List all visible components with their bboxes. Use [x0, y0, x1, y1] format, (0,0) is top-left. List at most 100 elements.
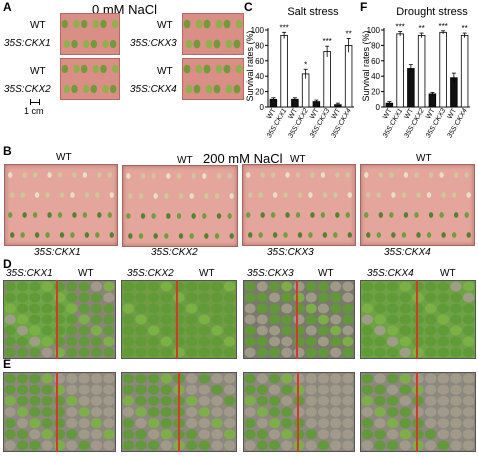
- plant: [185, 325, 198, 336]
- plant: [66, 292, 78, 303]
- plant: [317, 314, 329, 325]
- plant: [269, 395, 281, 406]
- plant: [185, 303, 198, 314]
- plant: [244, 347, 256, 358]
- plant: [317, 347, 329, 358]
- plant: [16, 347, 29, 358]
- plant: [330, 440, 342, 451]
- plant: [424, 314, 437, 325]
- plant: [185, 440, 198, 451]
- plant: [256, 406, 268, 418]
- seedling: [345, 212, 350, 218]
- plant: [66, 314, 78, 325]
- plant: [173, 325, 185, 336]
- plant: [198, 325, 211, 336]
- plant: [256, 384, 268, 395]
- plant: [147, 303, 160, 314]
- plant: [160, 395, 173, 406]
- plant: [135, 281, 147, 292]
- seedling: [126, 213, 131, 219]
- seedling: [47, 172, 52, 178]
- plant: [450, 395, 462, 406]
- plant: [330, 336, 342, 347]
- significance-label-1: ***: [279, 23, 288, 32]
- panel-d-wt-label-1: WT: [78, 268, 94, 279]
- plant: [16, 429, 29, 440]
- plant: [90, 347, 103, 358]
- plant: [361, 395, 374, 406]
- seedling: [204, 233, 209, 239]
- seedling: [403, 172, 409, 178]
- plant: [185, 292, 198, 303]
- plant: [412, 347, 424, 358]
- plant: [256, 325, 268, 336]
- seedling: [391, 192, 396, 198]
- plant: [281, 429, 293, 440]
- plant: [78, 418, 90, 429]
- plant: [122, 384, 135, 395]
- seedling: [308, 192, 313, 198]
- seedling: [464, 212, 469, 218]
- plant: [122, 347, 135, 358]
- plant: [147, 395, 160, 406]
- tray-plants-ckx2: [122, 281, 236, 358]
- plant: [198, 292, 211, 303]
- seedling: [90, 39, 98, 49]
- seedling: [428, 172, 434, 178]
- plate-ckx2-salt: [122, 165, 238, 247]
- seedling: [216, 173, 222, 179]
- plant: [269, 303, 281, 314]
- tray-plants-ckx3-drought: [244, 373, 354, 451]
- plant: [29, 395, 41, 406]
- plant: [244, 406, 256, 418]
- plant: [342, 281, 354, 292]
- plant: [462, 429, 475, 440]
- plant: [4, 406, 16, 418]
- seedling: [71, 39, 78, 49]
- plant: [16, 325, 29, 336]
- seedling: [151, 213, 156, 219]
- plant: [244, 429, 256, 440]
- plant: [437, 347, 450, 358]
- plant: [361, 406, 374, 418]
- plant: [103, 429, 115, 440]
- plant: [437, 440, 450, 451]
- seedling: [428, 212, 434, 218]
- plant: [386, 325, 399, 336]
- bar-1: [396, 33, 404, 108]
- seedling: [109, 192, 114, 198]
- chart-f-title: Drought stress: [396, 6, 468, 18]
- panel-a-wt-label-2: WT: [157, 20, 173, 31]
- plant: [269, 314, 281, 325]
- plant: [462, 347, 475, 358]
- plant: [198, 395, 211, 406]
- plant: [317, 395, 329, 406]
- plant: [412, 384, 424, 395]
- plant: [4, 336, 16, 347]
- plant: [317, 373, 329, 384]
- plant: [16, 418, 29, 429]
- tray-plants-ckx1: [4, 281, 115, 358]
- bar-4: [428, 93, 437, 108]
- plant: [437, 406, 450, 418]
- seedling: [205, 84, 213, 94]
- plant: [135, 325, 147, 336]
- seedling: [229, 193, 234, 199]
- tray-divider-e3: [297, 372, 299, 452]
- plant: [374, 325, 386, 336]
- seedling: [111, 64, 119, 74]
- plant: [386, 314, 399, 325]
- plant: [293, 429, 305, 440]
- plant: [305, 292, 317, 303]
- seedling: [416, 192, 421, 198]
- seedling: [82, 39, 90, 49]
- plant: [317, 336, 329, 347]
- plant: [305, 418, 317, 429]
- plant: [361, 281, 374, 292]
- plant: [386, 418, 399, 429]
- plant: [90, 440, 103, 451]
- plant: [211, 406, 223, 418]
- plant: [317, 281, 329, 292]
- seedling: [223, 19, 231, 29]
- plant: [4, 429, 16, 440]
